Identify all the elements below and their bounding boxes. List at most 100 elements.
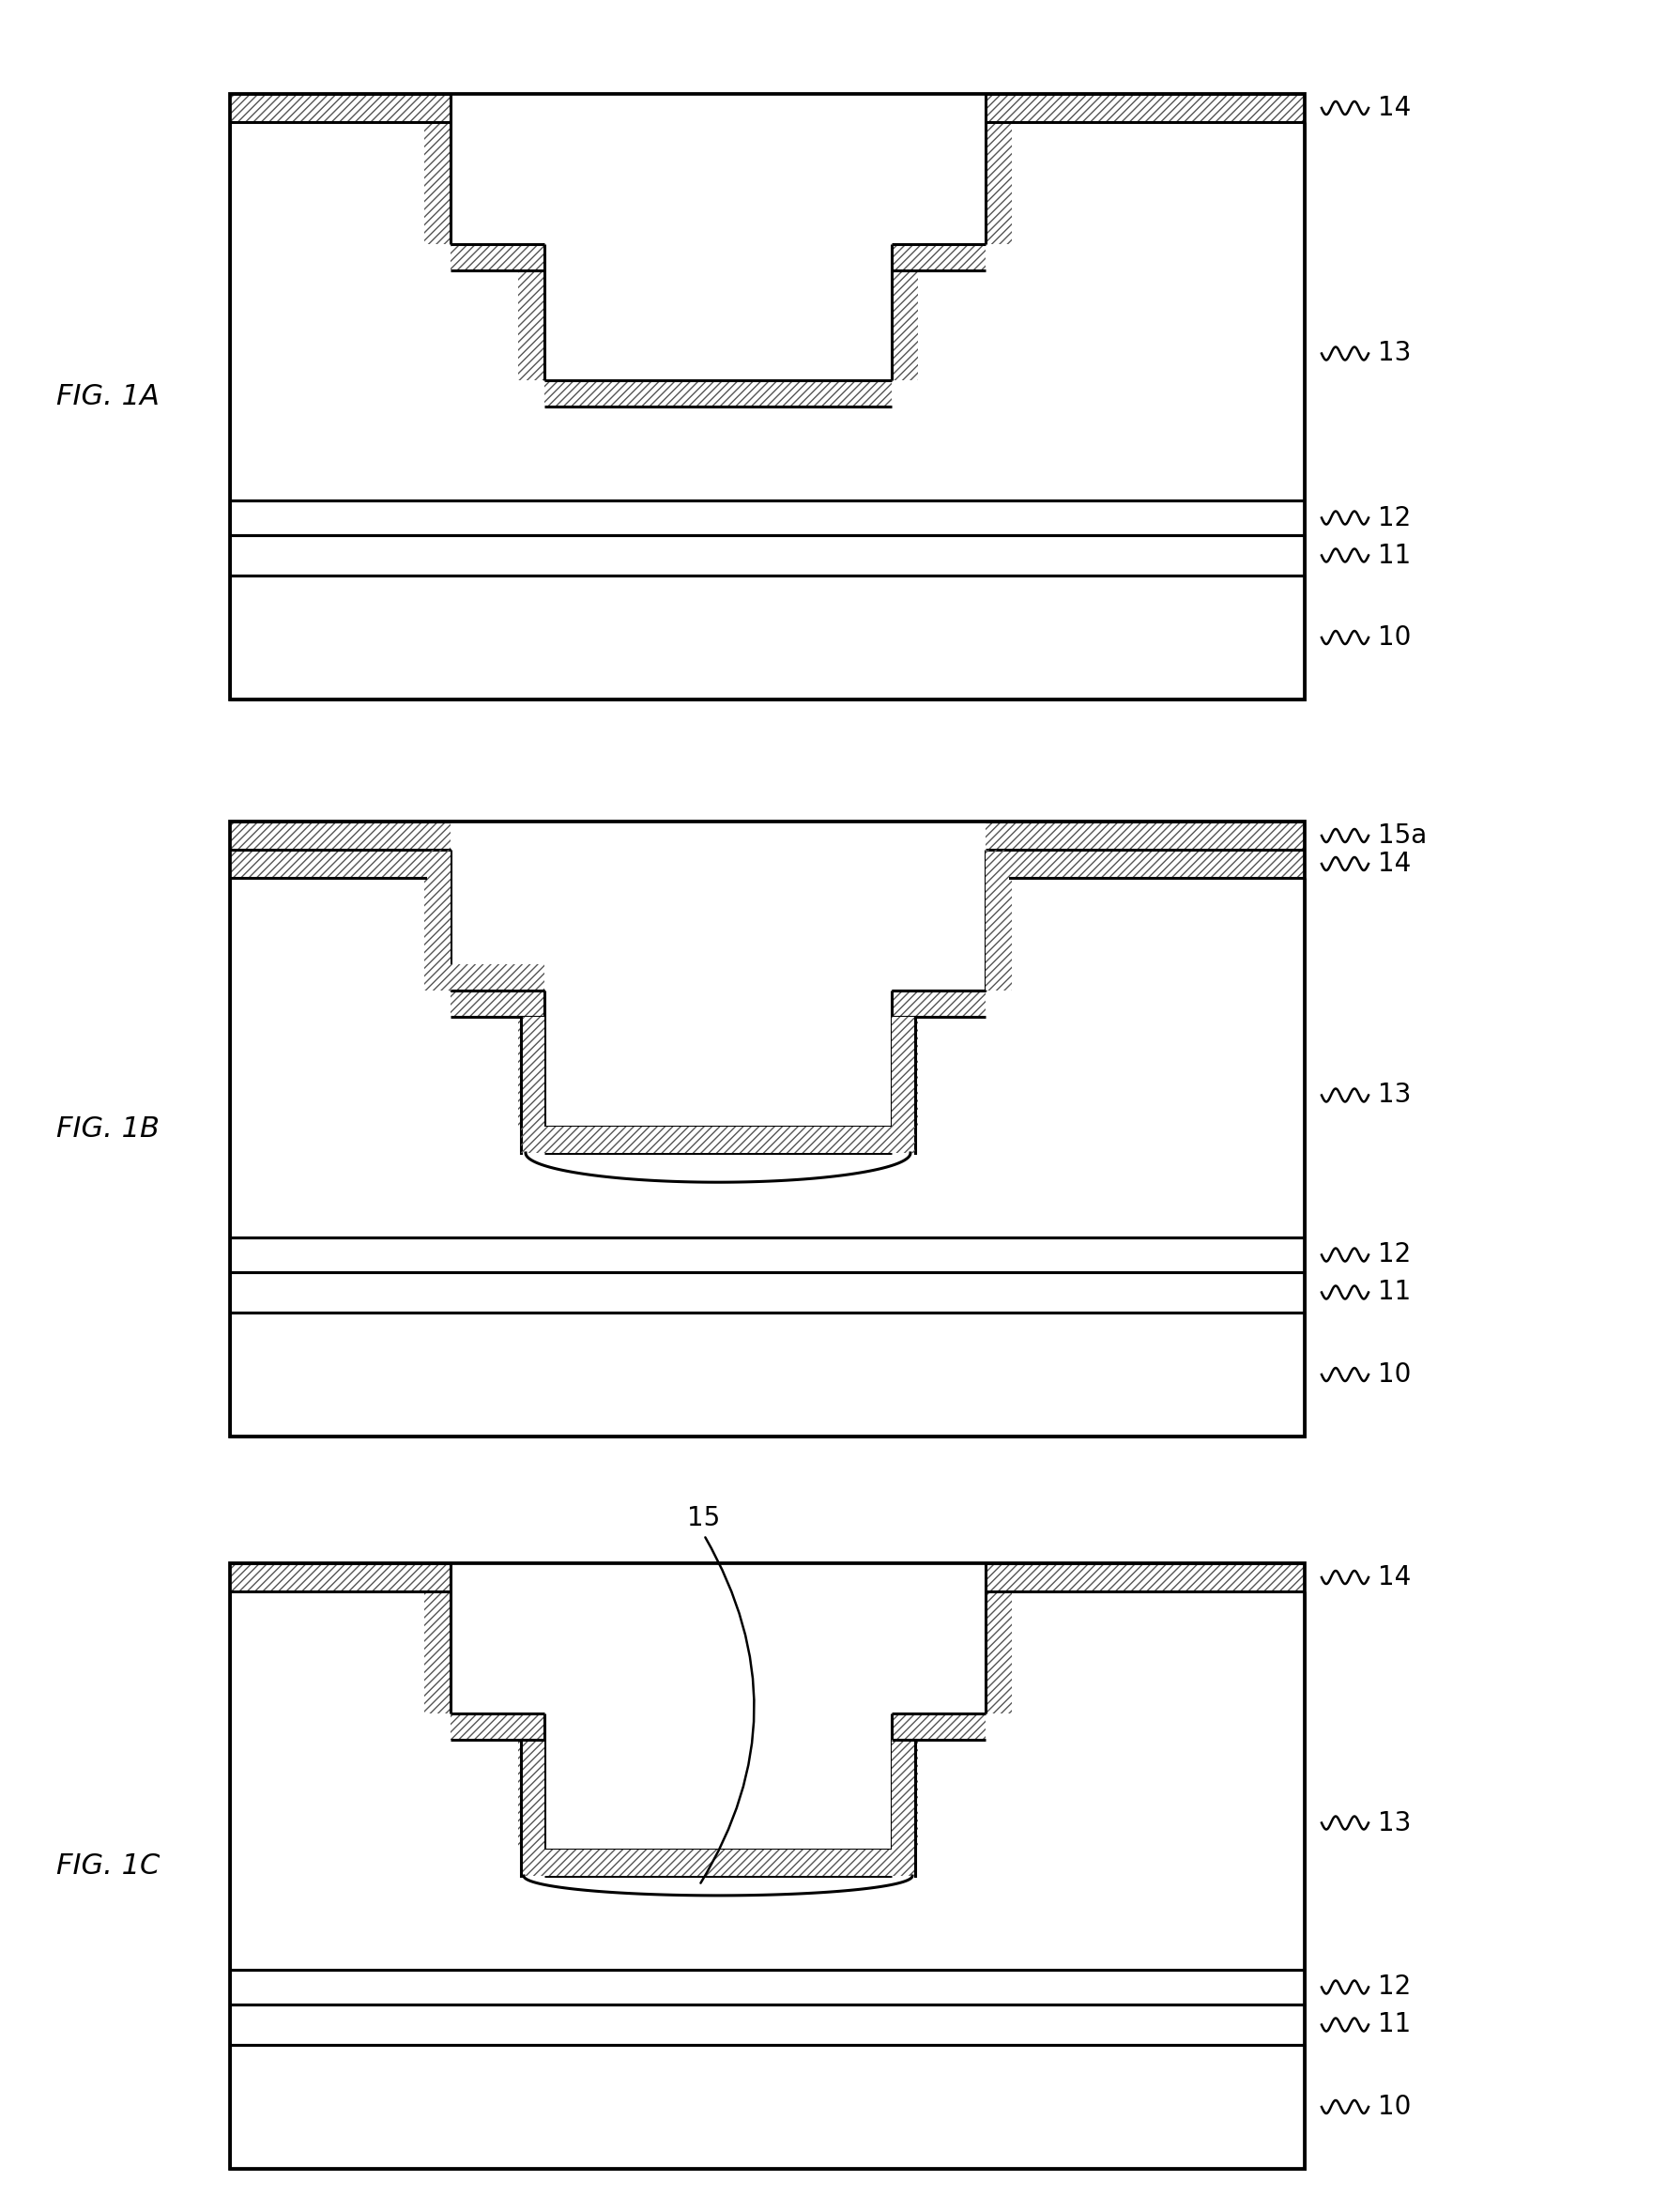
Bar: [425, 1590, 450, 1714]
Bar: [450, 991, 545, 1018]
Bar: [892, 1018, 985, 1237]
Bar: [892, 1018, 919, 1126]
Bar: [518, 1018, 545, 1126]
Bar: [425, 122, 450, 243]
Bar: [892, 1741, 915, 1849]
Bar: [230, 535, 1305, 575]
Bar: [985, 1564, 1305, 1590]
Bar: [892, 270, 919, 380]
Bar: [230, 500, 1305, 535]
Bar: [425, 122, 450, 243]
Bar: [450, 243, 545, 270]
Text: 11: 11: [1379, 2011, 1410, 2037]
Bar: [545, 1152, 892, 1237]
Bar: [425, 878, 450, 991]
Text: 12: 12: [1379, 1973, 1410, 2000]
Bar: [230, 122, 450, 500]
Bar: [545, 1126, 892, 1152]
Bar: [985, 849, 1305, 878]
Bar: [520, 1126, 915, 1152]
Bar: [520, 1741, 545, 1849]
Bar: [230, 2044, 1305, 2168]
Bar: [545, 1849, 892, 1876]
Bar: [985, 122, 1012, 243]
Bar: [520, 1849, 915, 1876]
Text: 12: 12: [1379, 504, 1410, 531]
Bar: [450, 1018, 545, 1237]
Bar: [985, 849, 1305, 878]
Text: FIG. 1A: FIG. 1A: [57, 383, 160, 409]
Bar: [892, 270, 919, 380]
Bar: [892, 1741, 919, 1849]
Bar: [892, 991, 985, 1018]
Bar: [450, 243, 545, 270]
Bar: [545, 380, 892, 407]
Bar: [518, 1741, 545, 1849]
Text: 14: 14: [1379, 1564, 1410, 1590]
Bar: [230, 2004, 1305, 2044]
Bar: [545, 1876, 892, 1969]
Bar: [892, 243, 985, 270]
Bar: [545, 1849, 892, 1876]
Bar: [230, 93, 450, 122]
Bar: [892, 270, 985, 500]
Text: 10: 10: [1379, 1360, 1410, 1387]
Bar: [892, 243, 985, 270]
Text: 11: 11: [1379, 1279, 1410, 1305]
Bar: [427, 849, 450, 991]
Text: 15: 15: [687, 1504, 720, 1531]
Bar: [520, 1018, 545, 1126]
Bar: [450, 964, 545, 991]
Bar: [230, 1564, 450, 1590]
Bar: [892, 1741, 985, 1969]
Bar: [230, 93, 1305, 699]
Bar: [892, 1018, 919, 1126]
Bar: [518, 1018, 545, 1126]
Bar: [892, 1714, 985, 1741]
Bar: [985, 821, 1305, 849]
Bar: [985, 122, 1012, 243]
Bar: [985, 878, 1012, 991]
Bar: [985, 1564, 1305, 1590]
Bar: [450, 1714, 545, 1741]
Bar: [230, 1564, 450, 1590]
Bar: [518, 1741, 545, 1849]
Bar: [450, 1741, 545, 1969]
Bar: [985, 1590, 1012, 1714]
Bar: [518, 270, 545, 380]
Bar: [230, 821, 1305, 1436]
Bar: [985, 1590, 1305, 1969]
Bar: [230, 1312, 1305, 1436]
Bar: [892, 1018, 915, 1126]
Bar: [892, 1741, 919, 1849]
Bar: [230, 1969, 1305, 2004]
Bar: [450, 1714, 545, 1741]
Bar: [892, 1741, 915, 1849]
Bar: [230, 821, 450, 849]
Bar: [230, 878, 450, 1237]
Text: 13: 13: [1379, 1809, 1410, 1836]
Bar: [230, 575, 1305, 699]
Bar: [985, 878, 1012, 991]
Text: 12: 12: [1379, 1241, 1410, 1267]
Bar: [230, 1272, 1305, 1312]
Text: 14: 14: [1379, 95, 1410, 122]
Text: 11: 11: [1379, 542, 1410, 568]
Text: 13: 13: [1379, 341, 1410, 367]
Text: 14: 14: [1379, 852, 1410, 876]
Bar: [985, 93, 1305, 122]
Bar: [892, 1714, 985, 1741]
Text: 10: 10: [1379, 624, 1410, 650]
Bar: [450, 991, 545, 1018]
Bar: [450, 964, 545, 991]
Bar: [520, 1849, 915, 1876]
Bar: [230, 1564, 1305, 2168]
Bar: [985, 849, 1009, 991]
Bar: [545, 1126, 892, 1152]
Bar: [425, 878, 450, 991]
Bar: [985, 878, 1305, 1237]
Bar: [230, 849, 450, 878]
Bar: [230, 93, 450, 122]
Bar: [985, 821, 1305, 849]
Bar: [892, 991, 985, 1018]
